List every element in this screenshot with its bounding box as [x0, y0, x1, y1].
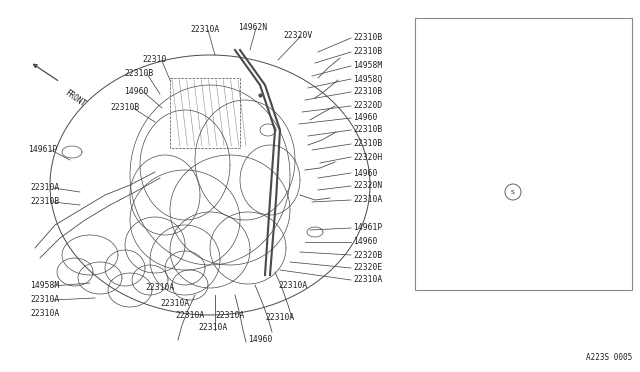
- Text: 22310B: 22310B: [124, 70, 153, 78]
- Text: 14956W: 14956W: [424, 246, 452, 254]
- Text: S: S: [511, 189, 515, 195]
- Text: 22310A: 22310A: [215, 311, 244, 321]
- Text: 22310: 22310: [142, 55, 166, 64]
- Text: 14958P: 14958P: [424, 154, 452, 163]
- Text: 22320B: 22320B: [353, 250, 382, 260]
- Bar: [415, 18, 632, 290]
- Text: 22310A: 22310A: [190, 26, 220, 35]
- Text: 14960: 14960: [248, 336, 273, 344]
- Text: 22310B: 22310B: [353, 87, 382, 96]
- Text: 27086Y: 27086Y: [554, 20, 582, 29]
- Text: 22310B: 22310B: [353, 48, 382, 57]
- Text: 22310A: 22310A: [30, 310, 60, 318]
- Text: FRONT: FRONT: [63, 88, 87, 109]
- Text: 22310A: 22310A: [175, 311, 204, 321]
- Text: 22320E: 22320E: [353, 263, 382, 273]
- Text: 22310B: 22310B: [353, 33, 382, 42]
- Text: 22310A: 22310A: [265, 314, 294, 323]
- Text: 14958M: 14958M: [353, 61, 382, 71]
- Text: 22310A: 22310A: [353, 196, 382, 205]
- Text: 22310B: 22310B: [110, 103, 140, 112]
- Text: 22310B: 22310B: [353, 125, 382, 135]
- Text: 22310A: 22310A: [198, 324, 227, 333]
- Text: 22310A: 22310A: [353, 276, 382, 285]
- Text: (2): (2): [522, 199, 536, 208]
- Text: 22320H: 22320H: [353, 153, 382, 161]
- Text: 22310A: 22310A: [160, 298, 189, 308]
- Text: 22310B: 22310B: [353, 140, 382, 148]
- Text: 14958M: 14958M: [30, 282, 60, 291]
- Text: 22320V: 22320V: [283, 32, 312, 41]
- Text: 22310A: 22310A: [30, 183, 60, 192]
- Text: 22320N: 22320N: [353, 182, 382, 190]
- Text: 14960: 14960: [124, 87, 148, 96]
- Text: 14961P: 14961P: [28, 145, 57, 154]
- Text: 22360: 22360: [424, 76, 447, 84]
- Text: 08513-6165C: 08513-6165C: [508, 187, 559, 196]
- Text: 22320D: 22320D: [353, 102, 382, 110]
- Text: 22310A: 22310A: [145, 283, 174, 292]
- Text: 14958Q: 14958Q: [353, 74, 382, 83]
- Text: A223S 0005: A223S 0005: [586, 353, 632, 362]
- Text: 14962N: 14962N: [238, 23, 268, 32]
- Text: 22310A: 22310A: [278, 280, 307, 289]
- Text: 14960: 14960: [353, 113, 378, 122]
- Text: 14960: 14960: [353, 169, 378, 177]
- Text: 14961P: 14961P: [353, 224, 382, 232]
- Text: 22310A: 22310A: [30, 295, 60, 305]
- Text: 27085Y: 27085Y: [488, 103, 516, 112]
- Text: 22310B: 22310B: [30, 198, 60, 206]
- Text: 14960: 14960: [353, 237, 378, 247]
